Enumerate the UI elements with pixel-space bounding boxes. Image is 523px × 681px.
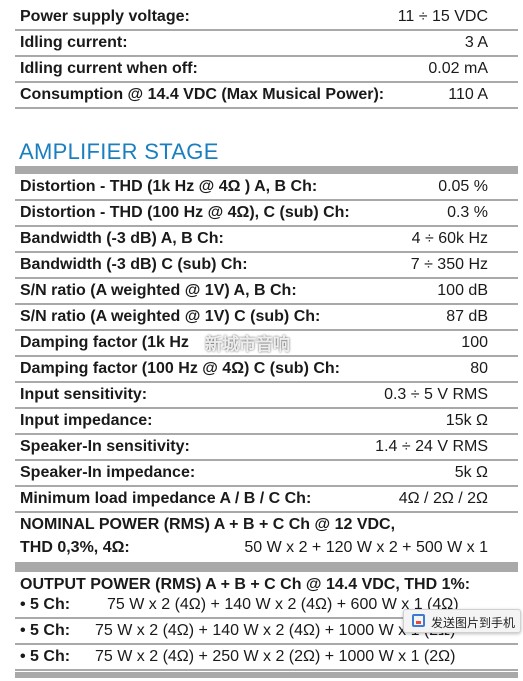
table-row: Bandwidth (-3 dB) C (sub) Ch: 7 ÷ 350 Hz xyxy=(15,254,518,279)
watermark-text: 新城市音响 xyxy=(205,335,290,354)
output-power-title: OUTPUT POWER (RMS) A + B + C Ch @ 14.4 V… xyxy=(20,576,471,593)
table-row: Minimum load impedance A / B / C Ch: 4Ω … xyxy=(15,488,518,513)
spec-value: 4 ÷ 60k Hz xyxy=(411,230,488,247)
list-item: • 5 Ch: 75 W x 2 (4Ω) + 140 W x 2 (4Ω) +… xyxy=(15,620,518,645)
table-row: Power supply voltage: 11 ÷ 15 VDC xyxy=(15,6,518,31)
output-power-title-row: OUTPUT POWER (RMS) A + B + C Ch @ 14.4 V… xyxy=(15,574,518,598)
spec-label: Idling current when off: xyxy=(20,60,198,77)
spec-value: 80 xyxy=(470,360,488,377)
spec-label: S/N ratio (A weighted @ 1V) A, B Ch: xyxy=(20,282,297,299)
spec-label: Bandwidth (-3 dB) A, B Ch: xyxy=(20,230,224,247)
table-row: Consumption @ 14.4 VDC (Max Musical Powe… xyxy=(15,84,518,109)
spec-value: 11 ÷ 15 VDC xyxy=(397,8,488,25)
table-row: Damping factor (100 Hz @ 4Ω) C (sub) Ch:… xyxy=(15,358,518,383)
spec-label: Speaker-In impedance: xyxy=(20,464,196,481)
spec-value: 0.05 % xyxy=(438,178,488,195)
list-value: 75 W x 2 (4Ω) + 140 W x 2 (4Ω) + 1000 W … xyxy=(95,622,456,639)
spec-label: Damping factor (100 Hz @ 4Ω) C (sub) Ch: xyxy=(20,360,341,377)
spec-label: Distortion - THD (100 Hz @ 4Ω), C (sub) … xyxy=(20,204,350,221)
spec-label: S/N ratio (A weighted @ 1V) C (sub) Ch: xyxy=(20,308,321,325)
spec-label: Power supply voltage: xyxy=(20,8,190,25)
spec-value: 87 dB xyxy=(446,308,488,325)
spec-value: 5k Ω xyxy=(454,464,488,481)
spec-value: 1.4 ÷ 24 V RMS xyxy=(375,438,488,455)
spec-value: 4Ω / 2Ω / 2Ω xyxy=(398,490,488,507)
table-row: Input sensitivity: 0.3 ÷ 5 V RMS xyxy=(15,384,518,409)
table-row: S/N ratio (A weighted @ 1V) A, B Ch: 100… xyxy=(15,280,518,305)
send-button-label: 发送图片到手机 xyxy=(431,616,516,630)
table-row: Bandwidth (-3 dB) A, B Ch: 4 ÷ 60k Hz xyxy=(15,228,518,253)
list-bullet-label: • 5 Ch: xyxy=(20,648,71,665)
list-bullet-label: • 5 Ch: xyxy=(20,622,71,639)
list-value: 75 W x 2 (4Ω) + 140 W x 2 (4Ω) + 600 W x… xyxy=(107,596,459,613)
nominal-power-value: 50 W x 2 + 120 W x 2 + 500 W x 1 xyxy=(244,539,488,556)
table-row: Input impedance: 15k Ω xyxy=(15,410,518,435)
list-bullet-label: • 5 Ch: xyxy=(20,596,71,613)
spec-label: Idling current: xyxy=(20,34,128,51)
spec-value: 0.02 mA xyxy=(428,60,488,77)
table-row: Idling current when off: 0.02 mA xyxy=(15,58,518,83)
spec-value: 7 ÷ 350 Hz xyxy=(410,256,488,273)
spec-value: 0.3 ÷ 5 V RMS xyxy=(384,386,488,403)
section-divider xyxy=(15,672,518,678)
spec-label: Input impedance: xyxy=(20,412,153,429)
image-icon xyxy=(412,614,425,627)
table-row: S/N ratio (A weighted @ 1V) C (sub) Ch: … xyxy=(15,306,518,331)
spec-label: Distortion - THD (1k Hz @ 4Ω ) A, B Ch: xyxy=(20,178,318,195)
spec-label: Minimum load impedance A / B / C Ch: xyxy=(20,490,312,507)
nominal-power-row: NOMINAL POWER (RMS) A + B + C Ch @ 12 VD… xyxy=(15,514,518,564)
spec-value: 3 A xyxy=(464,34,488,51)
spec-label: Bandwidth (-3 dB) C (sub) Ch: xyxy=(20,256,248,273)
spec-label: Input sensitivity: xyxy=(20,386,148,403)
list-value: 75 W x 2 (4Ω) + 250 W x 2 (2Ω) + 1000 W … xyxy=(95,648,456,665)
spec-label: Speaker-In sensitivity: xyxy=(20,438,190,455)
spec-value: 100 xyxy=(461,334,488,351)
spec-label: Damping factor (1k Hz xyxy=(20,334,189,351)
list-item: • 5 Ch: 75 W x 2 (4Ω) + 140 W x 2 (4Ω) +… xyxy=(15,594,518,619)
table-row: Distortion - THD (1k Hz @ 4Ω ) A, B Ch: … xyxy=(15,176,518,201)
table-row: Damping factor (1k Hz 100 xyxy=(15,332,518,357)
spec-value: 110 A xyxy=(448,86,488,103)
spec-value: 15k Ω xyxy=(445,412,488,429)
section-heading: AMPLIFIER STAGE xyxy=(19,139,219,164)
spec-value: 100 dB xyxy=(437,282,488,299)
nominal-power-condition: THD 0,3%, 4Ω: xyxy=(20,539,130,556)
spec-value: 0.3 % xyxy=(447,204,488,221)
nominal-power-label: NOMINAL POWER (RMS) A + B + C Ch @ 12 VD… xyxy=(20,516,396,533)
table-row: Speaker-In impedance: 5k Ω xyxy=(15,462,518,487)
table-row: Speaker-In sensitivity: 1.4 ÷ 24 V RMS xyxy=(15,436,518,461)
list-item: • 5 Ch: 75 W x 2 (4Ω) + 250 W x 2 (2Ω) +… xyxy=(15,646,518,671)
send-image-to-phone-button[interactable]: 发送图片到手机 xyxy=(403,609,521,633)
section-divider xyxy=(15,166,518,174)
table-row: Idling current: 3 A xyxy=(15,32,518,57)
section-divider xyxy=(15,564,518,572)
spec-label: Consumption @ 14.4 VDC (Max Musical Powe… xyxy=(20,86,385,103)
table-row: Distortion - THD (100 Hz @ 4Ω), C (sub) … xyxy=(15,202,518,227)
